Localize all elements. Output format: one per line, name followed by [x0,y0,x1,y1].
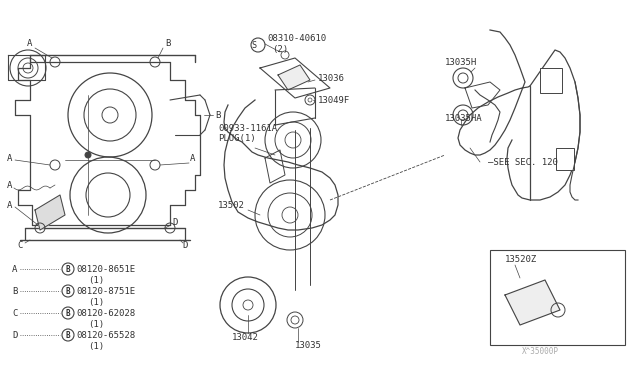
Text: 13520Z: 13520Z [505,256,537,264]
Text: 08310-40610: 08310-40610 [267,33,326,42]
Text: 08120-65528: 08120-65528 [76,331,135,340]
Text: 08120-62028: 08120-62028 [76,309,135,318]
Text: A: A [7,154,13,163]
Text: 13035: 13035 [295,340,322,350]
FancyBboxPatch shape [540,68,562,93]
Text: A: A [28,38,33,48]
Text: (1): (1) [88,342,104,351]
Text: (1): (1) [88,320,104,329]
Text: 13036: 13036 [318,74,345,83]
Text: B: B [66,287,70,296]
Polygon shape [278,65,310,90]
Circle shape [85,152,91,158]
FancyBboxPatch shape [490,250,625,345]
Text: B: B [215,110,220,119]
Text: 13035H: 13035H [445,58,477,67]
Text: 13049F: 13049F [318,96,350,105]
Text: S: S [252,41,257,50]
FancyBboxPatch shape [556,148,574,170]
Text: D: D [182,241,188,250]
Text: A: A [12,265,17,274]
Polygon shape [505,280,560,325]
Text: 13035HA: 13035HA [445,113,483,122]
Text: A: A [7,201,13,209]
Text: (2): (2) [272,45,288,54]
Text: A: A [190,154,195,163]
Text: B: B [66,309,70,318]
Text: 08120-8651E: 08120-8651E [76,265,135,274]
Text: C: C [12,309,17,318]
Text: B: B [12,287,17,296]
Text: D: D [172,218,177,227]
Text: 13042: 13042 [232,334,259,343]
Text: A: A [7,180,13,189]
Text: —SEE SEC. 120: —SEE SEC. 120 [488,157,558,167]
Text: D: D [12,331,17,340]
Text: C: C [17,241,22,250]
Text: X^35000P: X^35000P [522,347,559,356]
Text: 00933-1161A: 00933-1161A [218,124,277,132]
Text: B: B [165,38,171,48]
Text: (1): (1) [88,276,104,285]
Text: 13502: 13502 [218,201,245,209]
Text: (1): (1) [88,298,104,307]
Text: B: B [66,331,70,340]
Polygon shape [35,195,65,230]
Text: PLUG(1): PLUG(1) [218,134,255,142]
Text: 08120-8751E: 08120-8751E [76,287,135,296]
Text: B: B [66,265,70,274]
